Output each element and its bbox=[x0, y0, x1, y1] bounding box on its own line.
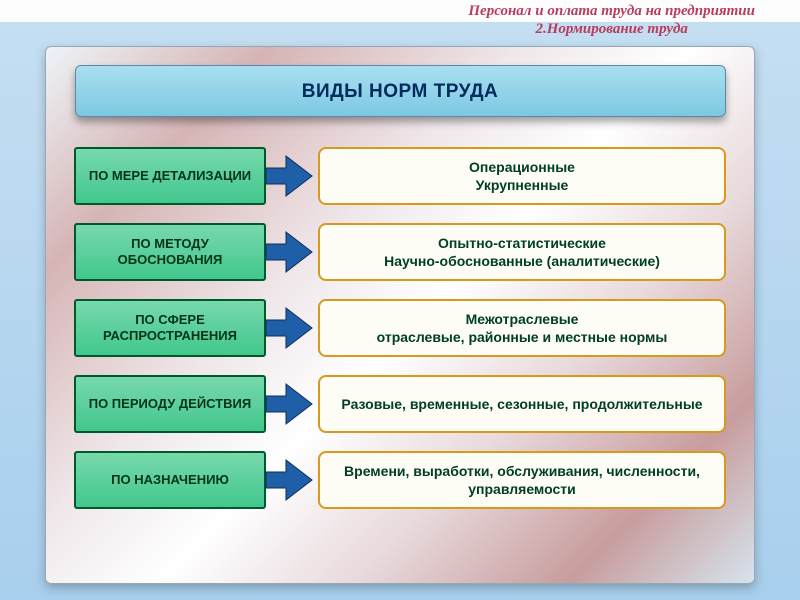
slide-header: Персонал и оплата труда на предприятии 2… bbox=[468, 2, 755, 38]
arrow-wrap bbox=[262, 147, 316, 205]
detail-box: Разовые, временные, сезонные, продолжите… bbox=[318, 375, 726, 433]
arrow-wrap bbox=[262, 375, 316, 433]
header-line1: Персонал и оплата труда на предприятии bbox=[468, 2, 755, 20]
arrow-icon bbox=[264, 154, 314, 198]
arrow-wrap bbox=[262, 223, 316, 281]
category-box: ПО СФЕРЕ РАСПРОСТРАНЕНИЯ bbox=[74, 299, 266, 357]
main-panel: ВИДЫ НОРМ ТРУДА ПО МЕРЕ ДЕТАЛИЗАЦИИ Опер… bbox=[45, 46, 755, 584]
classification-row: ПО ПЕРИОДУ ДЕЙСТВИЯ Разовые, временные, … bbox=[74, 375, 726, 433]
detail-box: Времени, выработки, обслуживания, числен… bbox=[318, 451, 726, 509]
classification-row: ПО НАЗНАЧЕНИЮ Времени, выработки, обслуж… bbox=[74, 451, 726, 509]
rows-container: ПО МЕРЕ ДЕТАЛИЗАЦИИ ОперационныеУкрупнен… bbox=[74, 147, 726, 509]
title-box: ВИДЫ НОРМ ТРУДА bbox=[75, 65, 726, 117]
classification-row: ПО СФЕРЕ РАСПРОСТРАНЕНИЯ Межотраслевыеот… bbox=[74, 299, 726, 357]
arrow-icon bbox=[264, 458, 314, 502]
category-box: ПО ПЕРИОДУ ДЕЙСТВИЯ bbox=[74, 375, 266, 433]
arrow-icon bbox=[264, 230, 314, 274]
detail-box: ОперационныеУкрупненные bbox=[318, 147, 726, 205]
detail-box: Опытно-статистическиеНаучно-обоснованные… bbox=[318, 223, 726, 281]
category-box: ПО МЕТОДУ ОБОСНОВАНИЯ bbox=[74, 223, 266, 281]
category-box: ПО НАЗНАЧЕНИЮ bbox=[74, 451, 266, 509]
arrow-wrap bbox=[262, 451, 316, 509]
classification-row: ПО МЕРЕ ДЕТАЛИЗАЦИИ ОперационныеУкрупнен… bbox=[74, 147, 726, 205]
header-line2: 2.Нормирование труда bbox=[468, 20, 755, 38]
arrow-icon bbox=[264, 306, 314, 350]
arrow-icon bbox=[264, 382, 314, 426]
detail-box: Межотраслевыеотраслевые, районные и мест… bbox=[318, 299, 726, 357]
category-box: ПО МЕРЕ ДЕТАЛИЗАЦИИ bbox=[74, 147, 266, 205]
classification-row: ПО МЕТОДУ ОБОСНОВАНИЯ Опытно-статистичес… bbox=[74, 223, 726, 281]
arrow-wrap bbox=[262, 299, 316, 357]
